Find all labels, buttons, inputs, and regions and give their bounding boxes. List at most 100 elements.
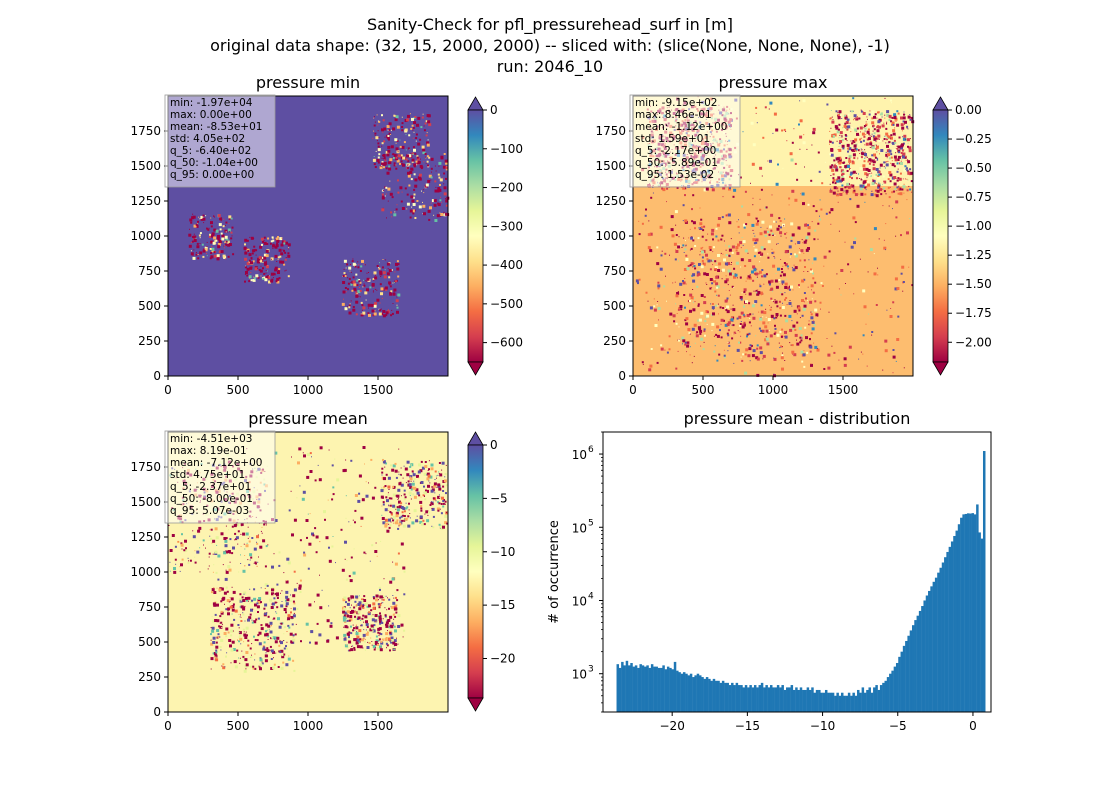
heatmap-pixel [436, 486, 438, 488]
heatmap-pixel [436, 507, 440, 511]
heatmap-pixel [344, 644, 348, 648]
heatmap-pixel [443, 172, 446, 175]
heatmap-pixel [764, 338, 768, 342]
heatmap-pixel [232, 546, 235, 550]
heatmap-pixel [789, 328, 793, 332]
heatmap-pixel [793, 353, 797, 357]
heatmap-pixel [309, 641, 311, 644]
heatmap-pixel [390, 512, 393, 515]
heatmap-pixel [225, 224, 226, 226]
x-tick-label: 500 [692, 383, 715, 397]
heatmap-pixel [823, 255, 827, 259]
heatmap-pixel [203, 248, 206, 251]
heatmap-pixel [285, 580, 289, 584]
heatmap-pixel [797, 226, 801, 230]
heatmap-pixel [352, 306, 355, 308]
heatmap-pixel [681, 336, 685, 340]
heatmap-pixel [811, 320, 815, 324]
heatmap-pixel [816, 348, 818, 349]
heatmap-pixel [657, 284, 661, 288]
heatmap-pixel [419, 158, 421, 160]
heatmap-pixel [232, 590, 236, 594]
heatmap-pixel [756, 122, 758, 124]
heatmap-pixel [894, 142, 897, 144]
heatmap-pixel [902, 290, 904, 292]
heatmap-pixel [846, 143, 850, 147]
heatmap-pixel [383, 578, 385, 580]
heatmap-pixel [168, 525, 170, 526]
heatmap-pixel [883, 182, 885, 184]
heatmap-pixel [755, 106, 758, 109]
heatmap-pixel [385, 151, 389, 155]
heatmap-pixel [216, 587, 218, 589]
heatmap-pixel [367, 303, 371, 307]
heatmap-pixel [873, 132, 876, 135]
heatmap-pixel [418, 173, 422, 177]
heatmap-pixel [717, 269, 721, 272]
heatmap-pixel [390, 517, 392, 519]
heatmap-pixel [674, 210, 678, 214]
heatmap-pixel [438, 188, 442, 192]
heatmap-pixel [344, 558, 346, 560]
heatmap-pixel [856, 127, 859, 130]
heatmap-pixel [370, 458, 373, 461]
heatmap-pixel [279, 240, 281, 242]
heatmap-pixel [702, 262, 706, 266]
heatmap-pixel [716, 294, 718, 296]
heatmap-pixel [788, 245, 792, 249]
heatmap-pixel [796, 313, 798, 315]
heatmap-pixel [411, 158, 415, 162]
heatmap-pixel [250, 279, 253, 282]
heatmap-pixel [892, 355, 896, 359]
heatmap-pixel [274, 266, 278, 270]
heatmap-pixel [775, 182, 779, 186]
heatmap-pixel [810, 284, 814, 288]
heatmap-pixel [845, 283, 846, 284]
heatmap-pixel [873, 126, 874, 128]
heatmap-pixel [392, 153, 395, 156]
heatmap-pixel [811, 298, 813, 300]
heatmap-pixel [395, 521, 398, 525]
heatmap-pixel [394, 281, 395, 283]
heatmap-pixel [365, 629, 367, 631]
heatmap-pixel [438, 161, 442, 165]
stats-line: max: 8.46e-01 [635, 109, 712, 121]
heatmap-pixel [253, 588, 256, 591]
heatmap-pixel [883, 190, 886, 193]
heatmap-pixel [264, 603, 268, 607]
heatmap-pixel [770, 279, 774, 283]
heatmap-pixel [381, 208, 385, 212]
heatmap-pixel [350, 281, 352, 283]
heatmap-pixel [773, 357, 775, 359]
heatmap-pixel [266, 629, 268, 631]
heatmap-pixel [234, 532, 237, 535]
heatmap-pixel [755, 238, 759, 242]
heatmap-pixel [382, 496, 384, 499]
heatmap-pixel [722, 186, 726, 190]
heatmap-pixel [408, 483, 412, 487]
heatmap-pixel [776, 315, 778, 317]
heatmap-pixel [843, 357, 847, 361]
heatmap-pixel [710, 303, 712, 305]
heatmap-pixel [413, 173, 416, 176]
heatmap-pixel [236, 523, 240, 527]
heatmap-pixel [791, 344, 794, 347]
heatmap-pixel [387, 135, 390, 137]
heatmap-pixel [896, 145, 898, 147]
heatmap-pixel [342, 618, 346, 622]
heatmap-pixel [269, 630, 273, 634]
heatmap-pixel [344, 307, 348, 311]
heatmap-pixel [727, 213, 729, 215]
heatmap-pixel [738, 341, 740, 344]
heatmap-pixel [281, 260, 285, 264]
heatmap-pixel [742, 313, 745, 316]
heatmap-pixel [372, 614, 374, 616]
heatmap-pixel [778, 279, 781, 281]
heatmap-pixel [738, 315, 742, 319]
heatmap-pixel [823, 265, 825, 267]
heatmap-pixel [742, 240, 746, 244]
heatmap-pixel [836, 130, 840, 134]
heatmap-pixel [257, 611, 259, 613]
heatmap-pixel [350, 632, 353, 635]
heatmap-pixel [206, 227, 207, 229]
